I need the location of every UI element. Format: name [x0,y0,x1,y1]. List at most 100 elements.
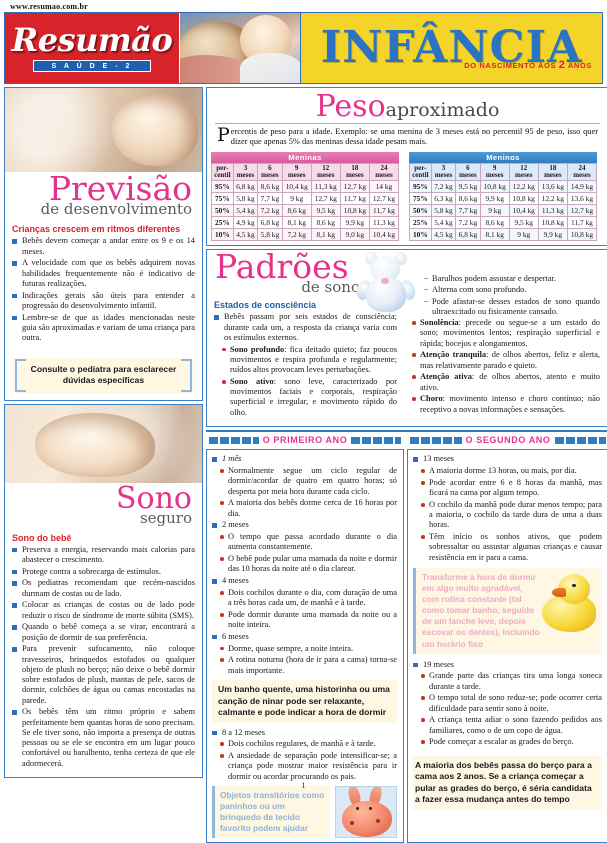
panel-padroes: Padrões de sono Estados de consciência B… [206,249,607,428]
cell: 10,8 kg [537,216,568,230]
cell: 10,4 kg [368,228,400,242]
cell: 10,4 kg [281,180,312,194]
col-9m: 9 meses [281,162,312,182]
padroes-states-list-2: Sonolência: precede ou segue-se a um est… [411,318,600,415]
transitional-objects-row: Objetos transitórios como paninhos ou um… [212,785,397,839]
list-item: A ansiedade de separação pode intensific… [220,751,397,782]
cell: 10,8 kg [339,204,370,218]
cell: 7,2 kg [257,204,283,218]
band-label: O PRIMEIRO ANO [262,435,348,446]
cell: 9,5 kg [455,180,481,194]
list-item: Protege contra a sobrecarga de estímulos… [12,567,195,577]
cell: 5,4 kg [232,204,259,218]
list-item: Lembre-se de que as idades mencionadas n… [12,313,195,344]
list-item: Pode afastar-se desses estados de sono q… [424,296,600,318]
primeiro-ano-points-4: Dorme, quase sempre, a noite inteira. A … [220,644,397,676]
list-item: A criança tenta adiar o sono fazendo ped… [421,715,602,736]
cell: 5,8 kg [430,204,457,218]
bunny-eye-left [356,806,359,810]
sono-title-sub: seguro [139,508,192,527]
sono-photo [5,405,202,484]
peso-title-sub: aproximado [385,99,500,121]
cell: 95% [211,180,234,194]
sono-bullets: Preserva a energia, reservando mais calo… [12,545,195,769]
peso-tables: Meninas per-centil 3 meses 6 meses 9 meses … [207,151,607,245]
cell: 10,4 kg [508,204,539,218]
cell: 6,8 kg [232,180,259,194]
bunny-eye-right [369,806,372,810]
table-row: 25% 5,4 kg 7,2 kg 8,6 kg 9,5 kg 10,8 kg 11,7 k… [409,216,598,230]
year-columns: 1 mês Normalmente segue um ciclo regular… [206,449,607,843]
previsao-header: Crianças crescem em ritmos diferentes [12,224,181,235]
col-12m: 12 meses [310,162,341,182]
list-item: Sonolência: precede ou segue-se a um est… [411,318,600,349]
table-header-row: per-centil 3 meses 6 meses 9 meses 12 meses … [409,162,598,182]
padroes-header: Estados de consciência [214,300,317,311]
cell: 9 kg [281,192,312,206]
cell: 9,9 kg [479,192,510,206]
primeiro-ano-points-3: Dois cochilos durante o dia, com duração… [220,588,397,631]
teddy-bow [381,278,389,285]
padroes-title: Padrões de sono [207,250,404,299]
segundo-ano-points-2: Grande parte das crianças tira uma longa… [421,671,602,747]
primeiro-ano-group-3: 4 meses [212,576,397,586]
cell: 8,6 kg [310,216,341,230]
table-row: 95% 7,2 kg 9,5 kg 10,8 kg 12,2 kg 13,6 kg 14,9… [409,180,598,194]
col-6m: 6 meses [455,162,481,182]
list-item: Têm início os sonhos ativos, que podem s… [421,532,602,563]
list-item: Sono ativo: sono leve, caracterizado por… [222,377,397,418]
cell: 12,7 kg [566,204,598,218]
band-bar-right [351,436,402,444]
cell: 75% [211,192,234,206]
list-item: Os bebês têm um ritmo próprio e sabem pe… [12,707,195,769]
masthead-photo-mother-baby [180,13,300,83]
band-bar-left [209,436,259,444]
list-item: Pode acordar entre 6 e 8 horas da manhã,… [421,478,602,499]
list-item: Indicações gerais são úteis para entende… [12,291,195,312]
table-body-boys: 95% 7,2 kg 9,5 kg 10,8 kg 12,2 kg 13,6 kg 14,9… [409,180,598,242]
bunny-spot-2 [376,818,380,823]
cell: 7,2 kg [455,216,481,230]
col-24m: 24 meses [566,162,598,182]
list-item: A velocidade com que os bebês adquirem n… [12,258,195,289]
age-group-label: 6 meses [212,632,397,642]
list-item: Pode começar a escalar as grades do berç… [421,737,602,747]
table-body-girls: 95% 6,8 kg 8,6 kg 10,4 kg 11,3 kg 12,7 kg 14 k… [211,180,400,242]
issue-title: INFÂNCIA [320,22,583,74]
cell: 9,5 kg [310,204,341,218]
table-row: 25% 4,9 kg 6,8 kg 8,1 kg 8,6 kg 9,9 kg 11,3 kg [211,216,400,230]
list-item: Dois cochilos durante o dia, com duração… [220,588,397,609]
cell: 25% [409,216,432,230]
age-group-label: 2 meses [212,520,397,530]
list-item: Choro: movimento intenso e choro contínu… [411,394,600,415]
list-item: Dois cochilos regulares, de manhã e à ta… [220,739,397,749]
cell: 7,7 kg [257,192,283,206]
cell: 25% [211,216,234,230]
cell: 7,2 kg [281,228,312,242]
list-item: A maioria dorme 13 horas, ou mais, por d… [421,466,602,476]
age-group-label: 4 meses [212,576,397,586]
cell: 50% [211,204,234,218]
col-percentil: per-centil [409,162,432,182]
column-left: Previsão de desenvolvimento Crianças cre… [4,87,203,843]
previsao-photo [5,88,202,172]
table-row: 75% 5,8 kg 7,7 kg 9 kg 12,7 kg 11,7 kg 12,7 kg [211,192,400,206]
list-item: Alterna com sono profundo. [424,284,600,295]
table-header-row: per-centil 3 meses 6 meses 9 meses 12 meses … [211,162,400,182]
cell: 12,2 kg [537,192,568,206]
primeiro-ano-group-4: 6 meses [212,632,397,642]
segundo-ano-group-2: 19 meses [413,660,602,670]
cell: 8,1 kg [479,228,510,242]
duck-beak [552,587,566,597]
peso-dropcap: P [217,124,230,146]
cell: 4,9 kg [232,216,259,230]
year-bands: O PRIMEIRO ANO O SEGUNDO ANO [206,430,607,448]
segundo-ano-group-1: 13 meses [413,454,602,464]
sono-header: Sono do bebê [12,532,72,543]
cell: 8,6 kg [479,216,510,230]
age-group-label: 1 mês [212,454,397,464]
cell: 11,3 kg [537,204,568,218]
padroes-intro-list: Bebês passam por seis estados de consciê… [214,312,397,343]
